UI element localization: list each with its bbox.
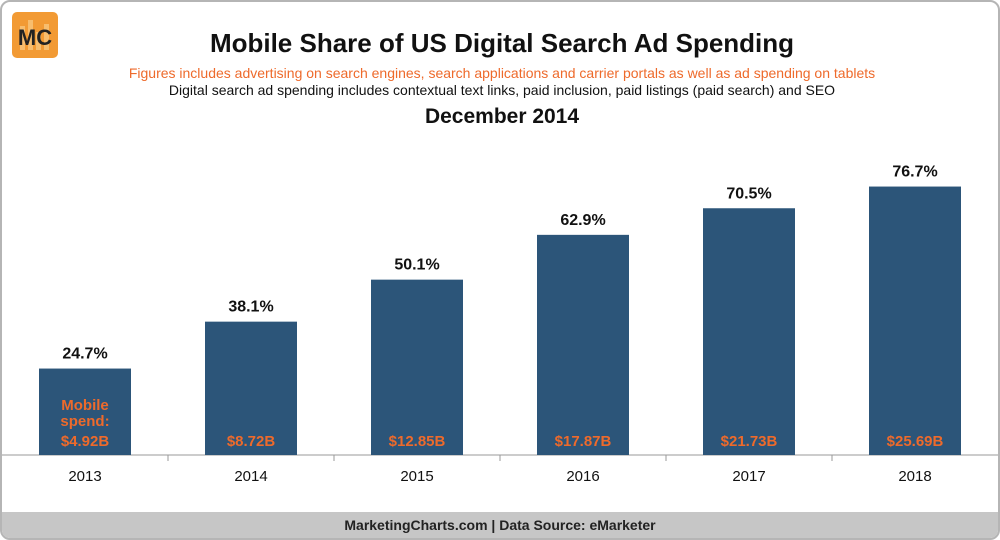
value-label-2017: 70.5% [726,185,771,202]
value-label-2013: 24.7% [62,346,107,363]
source-footer: MarketingCharts.com | Data Source: eMark… [2,512,998,538]
chart-subtitle-definition: Digital search ad spending includes cont… [168,82,836,98]
value-label-2018: 76.7% [892,164,937,181]
spend-label-2017: $21.73B [721,433,778,450]
bar-2013 [39,368,131,455]
value-label-2015: 50.1% [394,257,439,274]
marketingcharts-logo: MC [12,12,58,58]
x-tick-label-2017: 2017 [732,468,765,485]
bar-2016 [537,234,629,455]
x-tick-label-2016: 2016 [566,468,599,485]
x-tick-label-2014: 2014 [234,468,267,485]
spend-label-2013: $4.92B [61,433,110,450]
value-label-2014: 38.1% [228,299,273,316]
bar-2014 [205,321,297,455]
bar-2018 [869,186,961,456]
x-tick-label-2015: 2015 [400,468,433,485]
bar-2015 [371,279,463,455]
spend-prefix-line2: spend: [60,413,109,430]
value-label-2016: 62.9% [560,212,605,229]
x-tick-label-2013: 2013 [68,468,101,485]
x-tick-label-2018: 2018 [898,468,931,485]
spend-label-2018: $25.69B [887,433,944,450]
spend-prefix-line1: Mobile [61,397,109,414]
spend-label-2015: $12.85B [389,433,446,450]
chart-subtitle-note: Figures includes advertising on search e… [128,65,876,81]
chart-date: December 2014 [424,105,580,128]
logo-text: MC [18,25,52,50]
spend-label-2016: $17.87B [555,433,612,450]
bar-2017 [703,208,795,455]
spend-label-2014: $8.72B [227,433,276,450]
chart-title: Mobile Share of US Digital Search Ad Spe… [209,28,795,58]
